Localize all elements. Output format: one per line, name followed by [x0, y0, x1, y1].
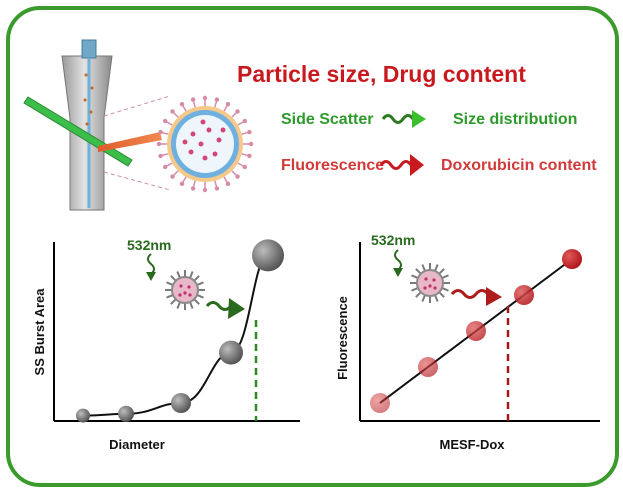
left-wavelength-label: 532nm	[127, 237, 171, 253]
liposome-illustration	[156, 95, 254, 193]
right-data-point	[418, 357, 438, 377]
right-fluorescence-arrow-icon	[450, 289, 490, 299]
green-wave-arrow-icon	[381, 110, 426, 128]
legend-size-distribution: Size distribution	[453, 111, 577, 128]
left-y-axis-label: SS Burst Area	[32, 288, 47, 376]
legend-fluorescence-row: Fluorescence Doxorubicin content	[281, 154, 597, 176]
right-data-point	[514, 285, 534, 305]
left-data-point	[219, 340, 243, 365]
right-data-point	[370, 393, 390, 413]
right-particle-icon	[410, 263, 450, 303]
figure-title: Particle size, Drug content	[237, 61, 526, 87]
right-data-point	[466, 321, 486, 341]
left-x-axis-label: Diameter	[109, 437, 165, 452]
right-x-axis-label: MESF-Dox	[440, 437, 506, 452]
left-data-point	[118, 405, 134, 422]
left-data-point	[171, 393, 191, 413]
left-scatter-arrow-icon	[205, 301, 233, 311]
legend-fluorescence: Fluorescence	[281, 157, 384, 174]
left-data-point	[252, 239, 284, 272]
right-data-point	[562, 249, 582, 269]
right-laser-squiggle	[394, 249, 402, 271]
right-wavelength-label: 532nm	[371, 232, 415, 248]
left-chart: SS Burst Area Diameter 532nm	[32, 237, 300, 452]
right-y-axis-label: Fluorescence	[335, 296, 350, 380]
left-laser-squiggle	[147, 253, 155, 275]
right-chart: Fluorescence MESF-Dox 532nm	[335, 232, 600, 452]
legend-doxorubicin-content: Doxorubicin content	[441, 157, 597, 174]
left-data-point	[76, 408, 90, 423]
legend-scatter-row: Side Scatter Size distribution	[281, 110, 577, 128]
red-wave-arrow-icon	[379, 154, 424, 176]
left-particle-icon	[165, 270, 205, 310]
flow-cell-illustration	[23, 39, 171, 211]
legend-side-scatter: Side Scatter	[281, 111, 373, 128]
